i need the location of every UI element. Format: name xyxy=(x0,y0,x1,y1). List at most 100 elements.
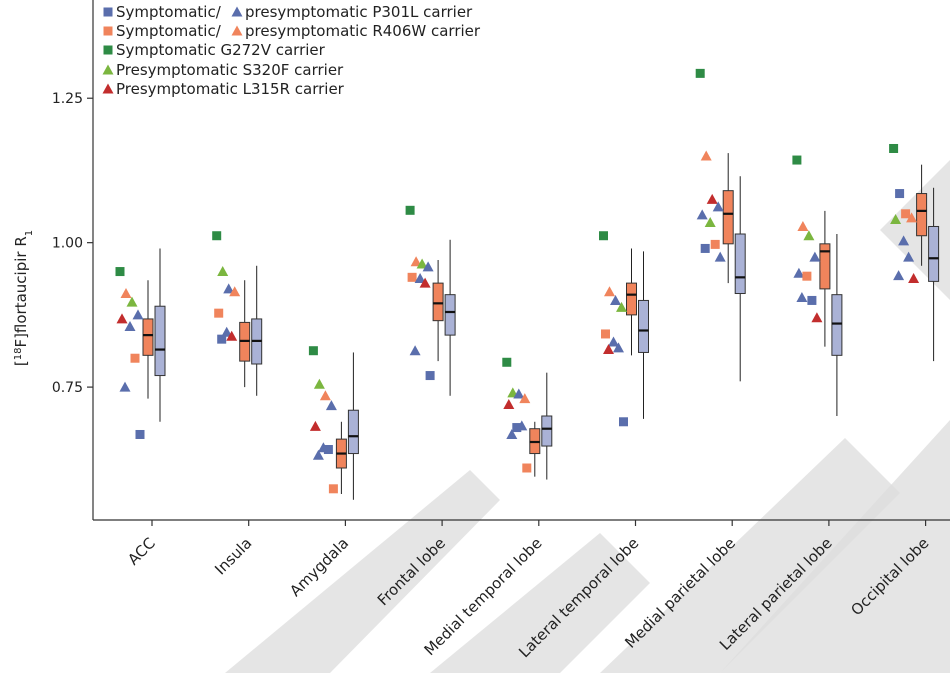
point-tri_r406w xyxy=(519,393,531,404)
point-tri_p301l xyxy=(223,283,235,294)
point-tri_p301l xyxy=(124,320,136,331)
box-controls xyxy=(444,239,456,396)
point-sq_r406w xyxy=(328,484,338,494)
point-tri_p301l xyxy=(312,449,324,460)
box-carriers xyxy=(335,421,347,494)
point-s320f xyxy=(616,301,627,312)
point-g272v xyxy=(405,205,415,215)
point-tri_p301l xyxy=(608,336,619,347)
point-sq_p301l xyxy=(425,371,435,381)
point-tri_p301l xyxy=(409,345,421,356)
point-tri_p301l xyxy=(132,309,144,320)
point-sq_p301l xyxy=(895,189,905,199)
y-tick-label: 1.25 xyxy=(52,91,83,107)
box-carriers xyxy=(722,153,734,284)
box-iqr xyxy=(626,282,637,316)
legend: Symptomatic/presymptomatic P301L carrier… xyxy=(102,3,481,98)
point-sq_p301l xyxy=(512,423,522,433)
point-s320f xyxy=(102,64,114,75)
box-iqr xyxy=(819,243,831,290)
box-controls xyxy=(734,176,746,382)
legend-label-s320f: Presymptomatic S320F carrier xyxy=(116,61,344,79)
box-carriers xyxy=(626,248,637,356)
point-tri_p301l xyxy=(712,201,724,212)
point-s320f xyxy=(704,216,716,227)
point-g272v xyxy=(502,357,512,367)
point-l315r xyxy=(116,313,128,324)
point-tri_r406w xyxy=(604,286,615,297)
box-carriers xyxy=(239,280,251,388)
box-carriers xyxy=(529,421,541,477)
box-controls xyxy=(347,352,359,500)
legend-label-g272v: Symptomatic G272V carrier xyxy=(116,41,326,59)
point-sq_p301l xyxy=(700,243,710,253)
legend-label-tri_p301l: presymptomatic P301L carrier xyxy=(245,3,473,21)
x-tick-label: ACC xyxy=(124,534,159,569)
point-tri_r406w xyxy=(319,390,331,401)
box-iqr xyxy=(432,282,444,322)
box-iqr xyxy=(347,409,359,455)
x-tick-label: Insula xyxy=(211,534,255,578)
point-tri_p301l xyxy=(893,270,905,281)
y-axis-label: [18F]flortaucipir R1 xyxy=(12,230,35,366)
point-sq_r406w xyxy=(214,308,224,318)
box-carriers xyxy=(819,210,831,347)
point-tri_r406w xyxy=(410,256,422,267)
points xyxy=(115,68,920,494)
box-controls xyxy=(831,234,843,416)
point-tri_p301l xyxy=(506,428,518,439)
point-g272v xyxy=(695,68,705,78)
box-iqr xyxy=(722,190,734,245)
box-controls xyxy=(154,248,166,422)
point-tri_r406w xyxy=(120,288,132,299)
point-l315r xyxy=(811,312,823,323)
box-iqr xyxy=(831,294,843,356)
point-tri_p301l xyxy=(610,294,621,305)
point-l315r xyxy=(309,420,321,431)
box-carriers xyxy=(142,280,154,399)
point-tri_p301l xyxy=(898,235,910,246)
point-sq_p301l xyxy=(619,417,628,427)
point-s320f xyxy=(313,378,325,389)
point-sq_r406w xyxy=(130,353,140,363)
axes: 0.75 1.00 1.25 xyxy=(52,0,950,526)
box-controls xyxy=(251,265,263,396)
point-l315r xyxy=(102,83,114,94)
point-l315r xyxy=(503,398,515,409)
point-s320f xyxy=(803,230,815,241)
point-tri_p301l xyxy=(809,251,821,262)
box-iqr xyxy=(444,294,456,336)
point-g272v xyxy=(889,143,899,153)
point-s320f xyxy=(416,258,428,269)
point-sq_r406w xyxy=(103,26,113,36)
legend-label-tri_r406w: presymptomatic R406W carrier xyxy=(245,22,481,40)
point-tri_p301l xyxy=(119,381,131,392)
point-tri_r406w xyxy=(797,220,809,231)
point-tri_p301l xyxy=(696,209,708,220)
point-sq_p301l xyxy=(103,7,113,17)
point-tri_p301l xyxy=(513,388,525,399)
point-g272v xyxy=(792,155,802,165)
point-tri_p301l xyxy=(793,267,805,278)
point-tri_p301l xyxy=(231,6,243,17)
point-tri_r406w xyxy=(906,212,918,223)
box-iqr xyxy=(916,193,928,237)
point-tri_p301l xyxy=(221,326,233,337)
point-sq_p301l xyxy=(323,445,333,455)
point-sq_r406w xyxy=(407,272,417,282)
legend-label-sq_p301l: Symptomatic/ xyxy=(116,3,222,21)
boxes xyxy=(142,153,940,500)
y-tick-label: 0.75 xyxy=(52,380,83,396)
watermark xyxy=(225,160,950,673)
box-carriers xyxy=(432,260,444,362)
point-g272v xyxy=(212,231,222,241)
point-tri_p301l xyxy=(903,251,915,262)
point-l315r xyxy=(226,330,238,341)
box-carriers xyxy=(916,164,928,266)
point-tri_p301l xyxy=(422,261,434,272)
point-l315r xyxy=(908,272,920,283)
point-tri_r406w xyxy=(229,286,241,297)
point-sq_p301l xyxy=(217,334,227,344)
point-tri_p301l xyxy=(796,292,808,303)
